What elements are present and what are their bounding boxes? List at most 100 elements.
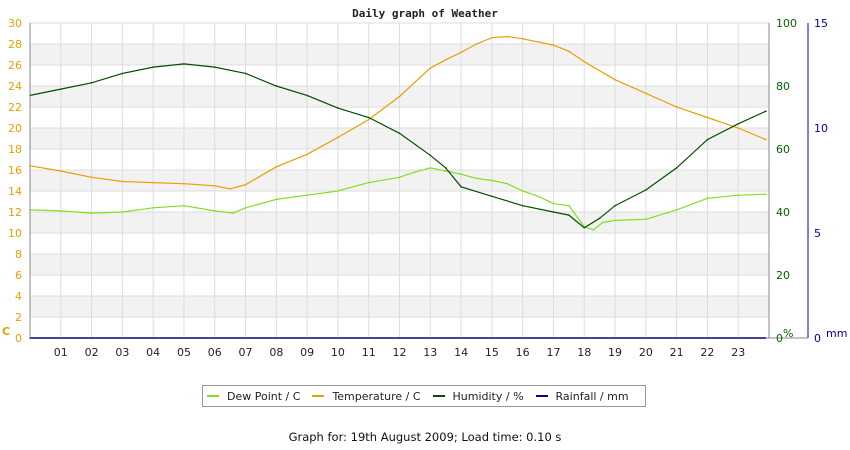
rain-tick-label: 10: [814, 122, 828, 135]
data-point: [59, 210, 62, 212]
data-point: [675, 209, 678, 211]
chart-title: Daily graph of Weather: [352, 7, 498, 20]
data-point: [675, 167, 678, 169]
x-tick-label: 05: [177, 346, 191, 359]
rain-tick-label: 15: [814, 17, 828, 30]
data-point: [521, 37, 524, 40]
data-point: [675, 106, 678, 108]
data-point: [229, 188, 231, 190]
data-point: [414, 171, 416, 173]
x-tick-label: 07: [239, 346, 253, 359]
legend-item-temperature: Temperature / C: [312, 389, 421, 403]
humidity-tick-label: 20: [776, 269, 790, 282]
legend-item-dew-point: Dew Point / C: [207, 390, 300, 403]
data-point: [429, 154, 432, 157]
left-tick-label: 18: [8, 143, 22, 156]
data-point: [183, 204, 185, 207]
data-point: [152, 66, 154, 68]
data-point: [152, 181, 154, 184]
legend-label-temperature: Temperature / C: [332, 389, 421, 403]
data-point: [706, 138, 709, 141]
data-point: [398, 95, 401, 98]
legend: Dew Point / C Temperature / C Humidity /…: [202, 385, 646, 407]
data-point: [306, 94, 308, 97]
data-point: [275, 166, 278, 168]
left-tick-label: 20: [8, 122, 22, 135]
data-point: [213, 210, 216, 212]
data-point: [213, 184, 216, 187]
axes: [29, 23, 809, 339]
legend-label-dew-point: Dew Point / C: [227, 389, 301, 403]
data-point: [598, 217, 601, 220]
data-point: [275, 198, 278, 201]
data-point: [491, 36, 493, 39]
data-point: [706, 197, 709, 200]
x-tick-label: 03: [115, 346, 129, 359]
humidity-tick-label: 100: [776, 17, 797, 30]
x-tick-label: 08: [269, 346, 283, 359]
left-tick-label: 24: [8, 80, 22, 93]
data-point: [337, 136, 339, 139]
x-tick-label: 04: [146, 346, 160, 359]
data-point: [275, 85, 278, 87]
x-tick-label: 09: [300, 346, 314, 359]
x-tick-label: 10: [331, 346, 345, 359]
x-tick-label: 15: [485, 346, 499, 359]
data-point: [90, 176, 93, 179]
x-tick-label: 20: [639, 346, 653, 359]
data-point: [232, 212, 235, 214]
data-point: [506, 35, 509, 38]
data-point: [737, 194, 740, 196]
data-point: [537, 195, 539, 198]
data-point: [306, 194, 308, 196]
left-tick-label: 14: [8, 185, 22, 198]
data-point: [429, 167, 432, 169]
x-tick-label: 16: [516, 346, 530, 359]
legend-swatch-rainfall: [535, 395, 548, 397]
data-point: [568, 50, 570, 53]
data-point: [737, 127, 740, 129]
data-point: [737, 123, 740, 125]
data-point: [765, 138, 767, 141]
left-axis-unit: C: [2, 325, 10, 338]
x-tick-label: 06: [208, 346, 222, 359]
legend-label-humidity: Humidity / %: [452, 389, 524, 403]
left-tick-label: 10: [8, 227, 22, 240]
data-point: [568, 204, 570, 207]
legend-swatch-dew-point: [207, 395, 219, 397]
data-point: [765, 110, 767, 112]
humidity-tick-label: 40: [776, 206, 790, 219]
left-tick-label: 30: [8, 17, 22, 30]
x-tick-label: 23: [731, 346, 745, 359]
data-point: [645, 189, 647, 191]
data-point: [521, 190, 524, 192]
data-point: [552, 202, 555, 205]
data-point: [614, 219, 616, 222]
humidity-tick-label: 80: [776, 80, 790, 93]
data-point: [90, 212, 93, 214]
data-point: [244, 183, 247, 186]
humidity-tick-label: 60: [776, 143, 790, 156]
data-point: [152, 207, 154, 209]
legend-swatch-humidity: [432, 395, 445, 397]
data-point: [183, 63, 185, 65]
data-point: [614, 78, 616, 81]
series-line-humidity: [29, 63, 767, 229]
data-point: [706, 116, 709, 119]
x-tick-label: 11: [362, 346, 376, 359]
data-point: [444, 58, 447, 61]
rain-tick-label: 5: [814, 227, 821, 240]
data-point: [90, 82, 93, 84]
data-point: [444, 167, 447, 169]
series-line-dew-point: [29, 167, 766, 231]
tick-labels: 01 02 03 04 05 06 07 08 09 10 11 12 13 14 15 16 17 18 19 20…: [2, 17, 847, 359]
data-point: [183, 182, 185, 185]
left-tick-label: 26: [8, 59, 22, 72]
data-point: [568, 214, 570, 216]
data-point: [121, 72, 124, 75]
data-point: [614, 204, 616, 207]
x-tick-label: 02: [85, 346, 99, 359]
data-point: [398, 132, 401, 135]
data-point: [601, 221, 604, 224]
left-tick-label: 6: [15, 269, 22, 282]
